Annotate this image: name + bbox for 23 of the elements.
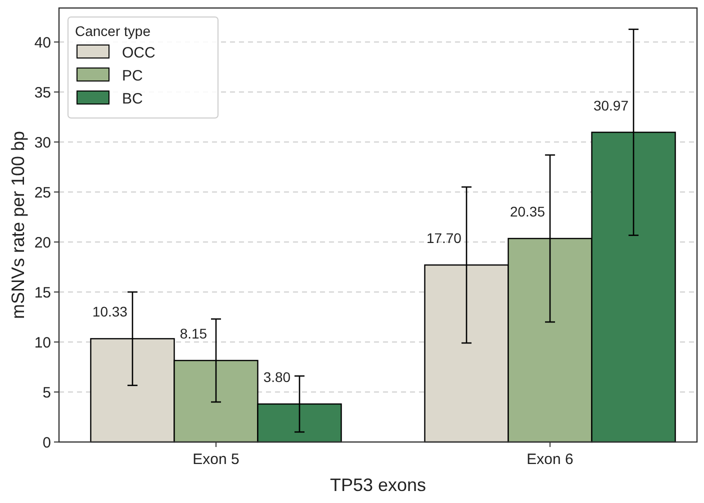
x-tick-label: Exon 5 xyxy=(192,451,240,468)
data-label: 10.33 xyxy=(92,304,128,320)
legend-label: BC xyxy=(122,90,144,108)
legend-label: OCC xyxy=(122,44,156,62)
y-tick-label: 30 xyxy=(34,134,51,152)
y-tick-label: 20 xyxy=(34,234,51,252)
y-tick-label: 35 xyxy=(34,84,51,102)
legend-title: Cancer type xyxy=(75,23,151,39)
y-axis-title: mSNVs rate per 100 bp xyxy=(8,130,28,320)
x-axis-title: TP53 exons xyxy=(330,475,426,495)
y-tick-label: 15 xyxy=(34,284,51,302)
data-label: 17.70 xyxy=(426,230,462,246)
legend-label: PC xyxy=(122,67,144,84)
y-tick-label: 10 xyxy=(34,334,51,352)
data-label: 20.35 xyxy=(510,204,546,220)
data-label: 30.97 xyxy=(593,97,629,114)
x-tick-label: Exon 6 xyxy=(526,451,574,468)
y-tick-label: 5 xyxy=(42,384,51,402)
y-tick-label: 25 xyxy=(34,184,51,202)
data-label: 3.80 xyxy=(263,369,291,385)
y-tick-label: 0 xyxy=(42,434,51,452)
data-label: 8.15 xyxy=(180,326,208,342)
y-tick-label: 40 xyxy=(34,34,51,52)
